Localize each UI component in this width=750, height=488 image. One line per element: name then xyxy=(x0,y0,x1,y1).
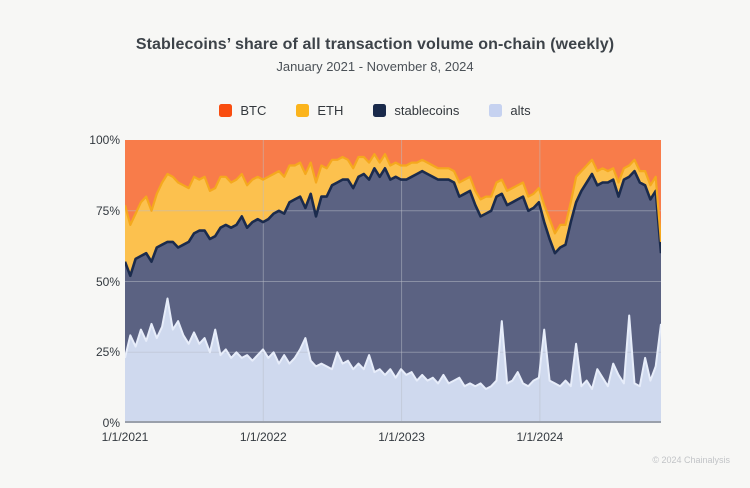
legend-swatch-eth xyxy=(296,104,310,117)
legend-swatch-alts xyxy=(489,104,503,117)
legend-swatch-btc xyxy=(219,104,233,117)
area-alts xyxy=(125,298,661,423)
x-tick-label: 1/1/2021 xyxy=(101,430,149,444)
chart-plot-area xyxy=(125,140,661,423)
area-stablecoins xyxy=(125,168,661,389)
gridlines xyxy=(125,140,661,423)
stacked-area-chart xyxy=(125,140,661,423)
line-alts xyxy=(125,297,661,390)
legend-swatch-stablecoins xyxy=(373,104,387,117)
attribution: © 2024 Chainalysis xyxy=(652,455,730,465)
x-tick-label: 1/1/2022 xyxy=(239,430,287,444)
x-tick-label: 1/1/2024 xyxy=(516,430,564,444)
y-tick-label: 100% xyxy=(89,133,120,147)
y-tick-label: 50% xyxy=(95,274,120,289)
legend-label: BTC xyxy=(240,103,267,118)
y-tick-label: 0% xyxy=(102,416,120,430)
legend-item-alts[interactable]: alts xyxy=(489,103,531,118)
legend-label: stablecoins xyxy=(394,103,460,118)
page-title: Stablecoins’ share of all transaction vo… xyxy=(135,36,615,53)
legend-item-stablecoins[interactable]: stablecoins xyxy=(373,103,459,118)
area-eth xyxy=(125,154,661,276)
legend-item-btc[interactable]: BTC xyxy=(219,103,266,118)
x-tick-label: 1/1/2023 xyxy=(378,430,425,444)
legend-label: ETH xyxy=(317,103,344,118)
line-eth xyxy=(125,153,661,242)
y-tick-label: 25% xyxy=(95,345,120,360)
legend-label: alts xyxy=(510,103,531,118)
page-subtitle: January 2021 - November 8, 2024 xyxy=(276,59,474,74)
legend-item-eth[interactable]: ETH xyxy=(296,103,343,118)
line-stablecoins xyxy=(125,167,661,278)
y-tick-label: 75% xyxy=(95,203,120,218)
legend: BTC ETH stablecoins alts xyxy=(0,103,750,118)
area-btc xyxy=(125,140,661,242)
